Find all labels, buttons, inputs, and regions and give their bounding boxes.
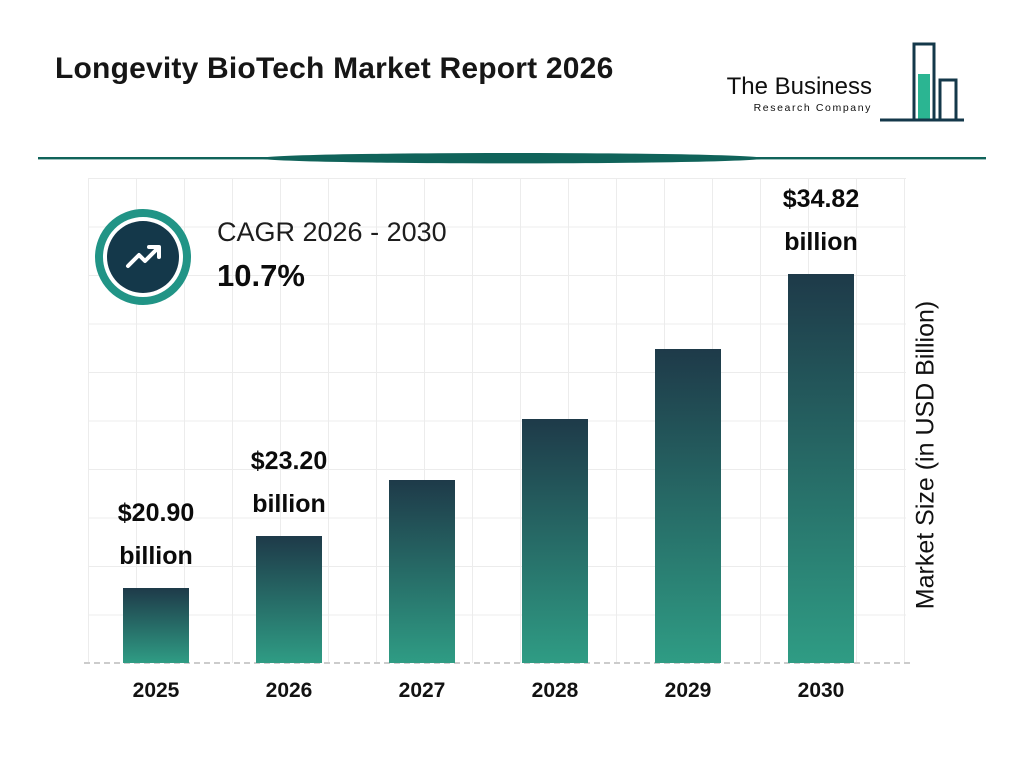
logo-subname: Research Company	[753, 102, 872, 114]
bar-2026	[256, 536, 322, 663]
bar-value-unit: billion	[784, 228, 858, 256]
bar-2027	[389, 480, 455, 663]
logo-text: The Business Research Company	[727, 73, 872, 124]
x-tick-2030: 2030	[797, 679, 845, 702]
trend-arrow-icon	[126, 245, 161, 268]
x-tick-2025: 2025	[132, 679, 180, 702]
x-tick-2029: 2029	[664, 679, 712, 702]
cagr-label: CAGR 2026 - 2030	[217, 217, 447, 247]
bar-value-label-2030: $34.82 billion	[733, 178, 909, 264]
cagr-text: CAGR 2026 - 2030 10.7%	[217, 209, 447, 294]
x-tick-2028: 2028	[531, 679, 579, 702]
section-divider	[38, 153, 986, 164]
bar-2029	[655, 349, 721, 663]
x-tick-2026: 2026	[265, 679, 313, 702]
bar-value-label-2025: $20.90 billion	[68, 492, 244, 578]
x-axis-baseline	[84, 662, 910, 664]
cagr-callout: CAGR 2026 - 2030 10.7%	[95, 209, 447, 305]
x-tick-2027: 2027	[398, 679, 446, 702]
logo-bars-icon	[880, 42, 964, 122]
cagr-value: 10.7%	[217, 258, 305, 293]
plot-area: 2025 $20.90 billion 2026 $23.20 billion 2027 20…	[84, 178, 910, 702]
bar-value-label-2026: $23.20 billion	[201, 440, 377, 526]
company-logo: The Business Research Company	[727, 40, 966, 124]
bar-2030	[788, 274, 854, 663]
bar-value-unit: billion	[119, 542, 193, 570]
bar-value-amount: $20.90	[117, 499, 195, 527]
bar-value-amount: $34.82	[782, 185, 860, 213]
bar-value-amount: $23.20	[250, 447, 328, 475]
trend-icon-inner	[107, 221, 179, 293]
logo-name: The Business	[726, 73, 872, 100]
y-axis-title: Market Size (in USD Billion)	[911, 300, 940, 610]
page-title: Longevity BioTech Market Report 2026	[55, 52, 614, 85]
bar-value-unit: billion	[252, 490, 326, 518]
bar-2025	[123, 588, 189, 663]
trend-icon	[95, 209, 191, 305]
bar-2028	[522, 419, 588, 663]
